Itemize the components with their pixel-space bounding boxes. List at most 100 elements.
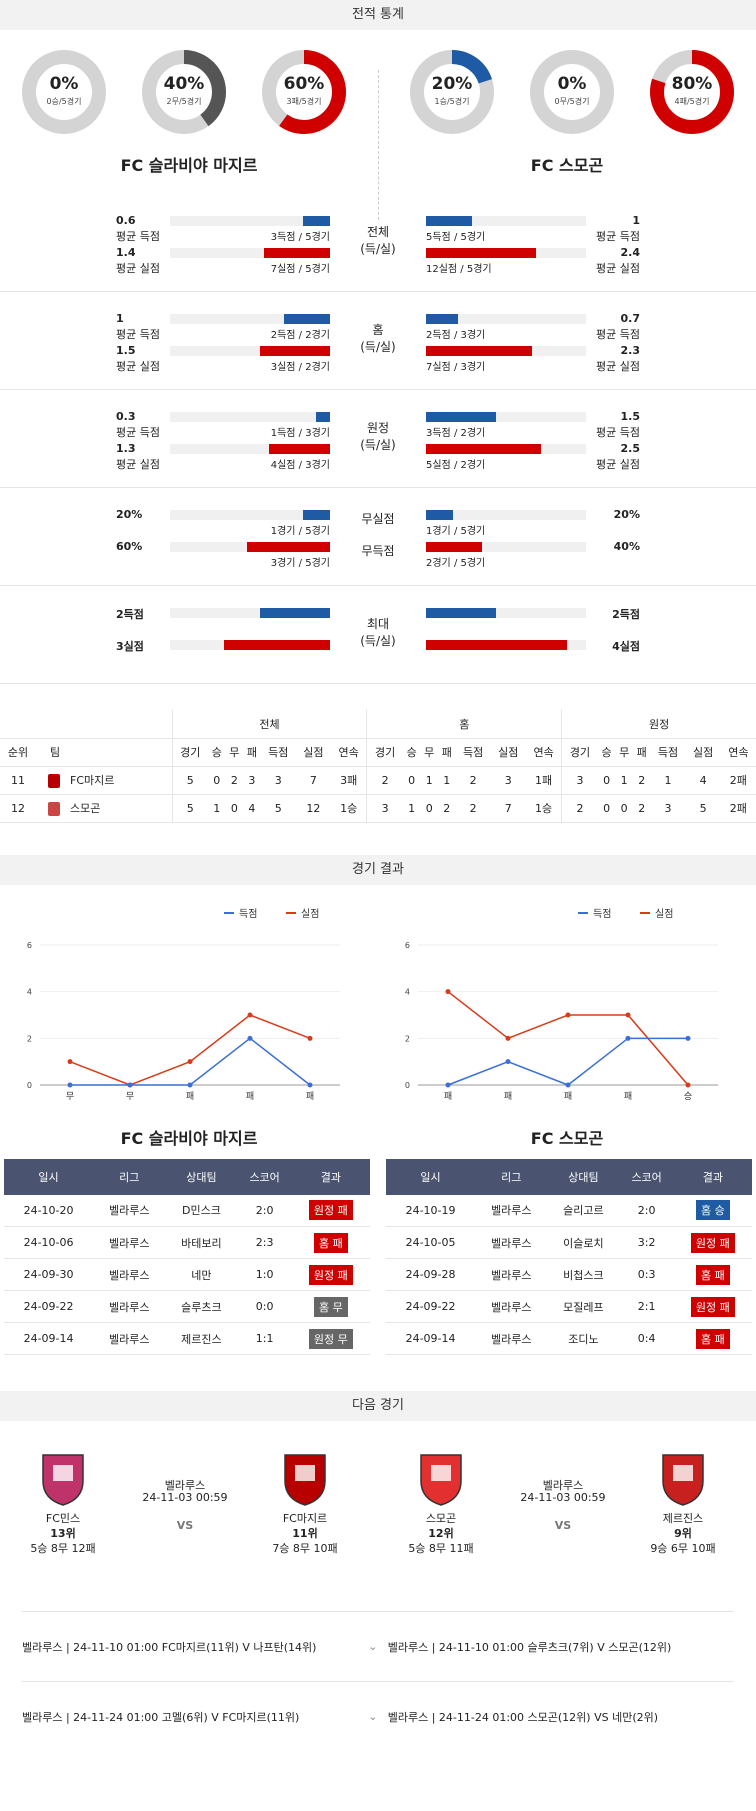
result-cell: 2:1 (619, 1290, 674, 1323)
stat-cell: 0 (225, 794, 244, 823)
stat-cell: 1 (438, 766, 456, 795)
data-point (187, 1082, 193, 1087)
stat-cell: 2 (366, 766, 403, 795)
result-cell: 1:1 (237, 1322, 292, 1355)
x-tick-label: 무 (66, 1091, 74, 1102)
col-header: 스코어 (237, 1158, 292, 1195)
data-point (445, 1082, 451, 1087)
y-tick-label: 4 (405, 987, 410, 996)
result-cell: 이슬로치 (547, 1226, 620, 1259)
club-crest-icon (415, 1451, 467, 1507)
result-cell: 슬루츠크 (165, 1290, 238, 1323)
result-row[interactable]: 24-09-22 벨라루스 슬루츠크 0:0 홈 무 (4, 1290, 370, 1323)
result-cell: 조디노 (547, 1322, 620, 1355)
left-caption: 3실점 / 2경기 (270, 362, 330, 373)
left-label: 평균 실점 (116, 262, 160, 275)
result-badge: 원정 패 (690, 1232, 735, 1253)
result-row[interactable]: 24-09-28 벨라루스 비첩스크 0:3 홈 패 (386, 1258, 752, 1291)
right-value: 1 (632, 214, 640, 227)
standings-row[interactable]: 11 FC마지르 5 0 2 3 3 7 3패 2 0 1 1 2 3 1패 3 0 1 2 1 4 2패 (0, 766, 756, 795)
donut-row: 0% 0승/5경기 40% 2무/5경기 60% 3패/5경기 20% 1승/5경기 0% 0무… (0, 30, 756, 134)
vs-label: VS (554, 1519, 572, 1532)
left-bar (246, 542, 330, 552)
right-results-table: 일시 리그 상대팀 스코어 결과 24-10-19 벨라루스 슬리고르 2:0 홈 승 24-10-… (386, 1158, 752, 1355)
result-row[interactable]: 24-10-19 벨라루스 슬리고르 2:0 홈 승 (386, 1194, 752, 1227)
right-value: 0.7 (620, 312, 641, 325)
left-results-table: 일시 리그 상대팀 스코어 결과 24-10-20 벨라루스 D민스크 2:0 원정 패 24-10… (4, 1158, 370, 1355)
stat-cell: 5 (685, 794, 721, 823)
left-value: 1 (116, 312, 124, 325)
stat-cell: 3 (561, 766, 598, 795)
result-cell: 제르진스 (165, 1322, 238, 1355)
club-rank: 9위 (674, 1527, 692, 1540)
data-point (307, 1082, 313, 1087)
result-cell: 24-09-14 (386, 1322, 476, 1355)
right-donut-arc-0 (410, 50, 494, 134)
fixture-row[interactable]: 벨라루스 | 24-11-10 01:00 FC마지르(11위) V 나프탄(1… (22, 1611, 734, 1681)
left-caption: 4실점 / 3경기 (270, 460, 330, 471)
fixture-row[interactable]: 벨라루스 | 24-11-24 01:00 고멜(6위) V FC마지르(11위… (22, 1681, 734, 1751)
left-donut-arc-2 (262, 50, 346, 134)
x-tick-label: 패 (246, 1091, 254, 1102)
club-crest-icon (37, 1451, 89, 1507)
left-team-name: FC 슬라비야 마지르 (120, 156, 258, 175)
result-row[interactable]: 24-10-20 벨라루스 D민스크 2:0 원정 패 (4, 1194, 370, 1227)
right-caption: 1경기 / 5경기 (426, 526, 486, 537)
stat-cell: 12 (295, 794, 331, 823)
chevron-down-icon[interactable]: ⌄ (368, 1710, 378, 1723)
left-donut-pct-1: 40% (163, 74, 205, 94)
right-label: 평균 득점 (596, 426, 640, 439)
right-bar (426, 412, 497, 422)
right-donut-0: 20% 1승/5경기 (410, 50, 494, 134)
stat-cell: 7 (490, 794, 526, 823)
col-header: 경기 (366, 738, 403, 767)
result-row[interactable]: 24-10-05 벨라루스 이슬로치 3:2 원정 패 (386, 1226, 752, 1259)
result-row[interactable]: 24-09-14 벨라루스 제르진스 1:1 원정 무 (4, 1322, 370, 1355)
stat-cell: 4 (243, 794, 261, 823)
result-row[interactable]: 24-09-30 벨라루스 네만 1:0 원정 패 (4, 1258, 370, 1291)
left-bar-track (170, 248, 330, 258)
standings-row[interactable]: 12 스모곤 5 1 0 4 5 12 1승 3 1 0 2 2 7 1승 2 0 0 2 3 5 2패 (0, 794, 756, 823)
home-club[interactable]: FC민스 13위 5승 8무 12패 (8, 1451, 118, 1556)
club-crest-icon (279, 1451, 331, 1507)
stat-cell: 2 (438, 794, 456, 823)
result-row[interactable]: 24-09-14 벨라루스 조디노 0:4 홈 패 (386, 1322, 752, 1355)
left-chart: 득점 실점 0 2 4 6 무 무 패 패 패 (0, 885, 378, 1115)
stat-cell: 1승 (525, 794, 562, 823)
left-bar-track (170, 444, 330, 454)
col-header: 리그 (93, 1158, 166, 1195)
result-row[interactable]: 24-09-22 벨라루스 모질레프 2:1 원정 패 (386, 1290, 752, 1323)
right-caption: 12실점 / 5경기 (426, 264, 492, 275)
right-bar-track (426, 314, 586, 324)
result-cell: 바테보리 (165, 1226, 238, 1259)
stat-cell: 5 (171, 766, 208, 795)
result-cell: 원정 패 (291, 1194, 370, 1227)
standings-table: 전체 홈 원정 순위 팀 경기 승 무 패 득점 실점 연속 경기 승 무 패 득점 실점 연속 경기 승 무 패 득점 실점 연… (0, 710, 756, 823)
stat-cell: 2 (561, 794, 598, 823)
right-bar (426, 444, 542, 454)
stat-cell: 2패 (720, 794, 756, 823)
right-caption: 5득점 / 5경기 (426, 232, 486, 243)
team-cell: FC마지르 (36, 766, 172, 795)
result-row[interactable]: 24-10-06 벨라루스 바테보리 2:3 홈 패 (4, 1226, 370, 1259)
col-header: 결과 (291, 1158, 370, 1195)
chevron-down-icon[interactable]: ⌄ (368, 1640, 378, 1653)
left-caption: 2득점 / 2경기 (270, 330, 330, 341)
col-header: 순위 (0, 738, 36, 767)
left-donut-sub-0: 0승/5경기 (46, 97, 82, 106)
result-cell: 벨라루스 (475, 1194, 548, 1227)
left-bar-track (170, 510, 330, 520)
team-names: FC 슬라비야 마지르 FC 스모곤 (0, 134, 756, 194)
stat-cell: 1 (402, 794, 421, 823)
result-cell: 홈 무 (291, 1290, 370, 1323)
right-value: 2득점 (612, 608, 640, 621)
right-bar-track (426, 640, 586, 650)
left-donut-sub-2: 3패/5경기 (286, 97, 322, 106)
result-cell: 24-10-06 (4, 1226, 94, 1259)
away-club[interactable]: 제르진스 9위 9승 6무 10패 (628, 1451, 738, 1556)
away-club[interactable]: FC마지르 11위 7승 8무 10패 (250, 1451, 360, 1556)
right-bar (426, 608, 497, 618)
home-club[interactable]: 스모곤 12위 5승 8무 11패 (386, 1451, 496, 1556)
right-donut-arc-2 (650, 50, 734, 134)
result-cell: 홈 패 (673, 1258, 752, 1291)
